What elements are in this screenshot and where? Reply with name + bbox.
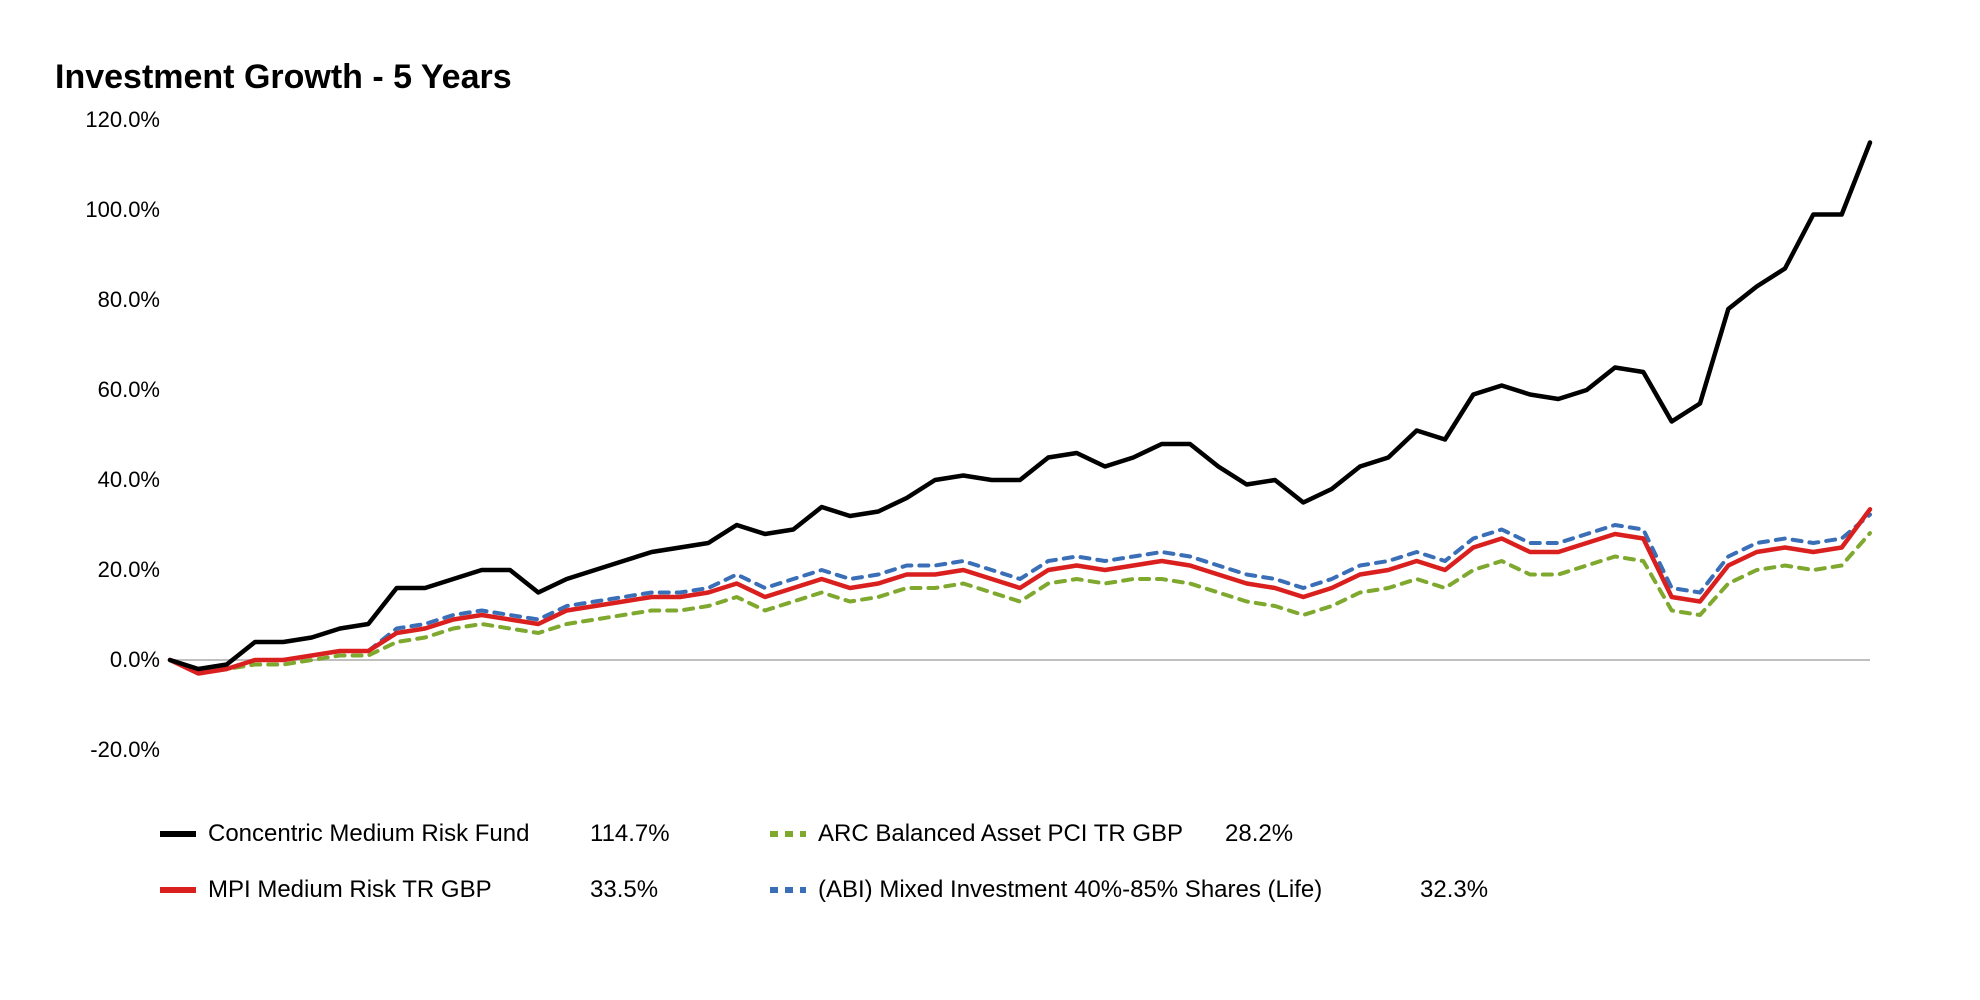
y-tick-label: 0.0%	[0, 647, 160, 673]
legend-swatch-arc	[770, 827, 806, 841]
legend-swatch-mpi	[160, 883, 196, 897]
y-tick-label: 20.0%	[0, 557, 160, 583]
legend-swatch-concentric	[160, 827, 196, 841]
series-line-mpi	[170, 509, 1870, 673]
chart-plot	[170, 120, 1870, 750]
legend-swatch-abi	[770, 883, 806, 897]
legend-value-mpi: 33.5%	[590, 876, 658, 904]
y-tick-label: -20.0%	[0, 737, 160, 763]
legend-label: Concentric Medium Risk Fund	[208, 820, 529, 848]
legend-item-mpi: MPI Medium Risk TR GBP	[160, 876, 492, 904]
y-tick-label: 80.0%	[0, 287, 160, 313]
chart-legend: Concentric Medium Risk Fund 114.7% MPI Med…	[0, 820, 1980, 980]
legend-value-abi: 32.3%	[1420, 876, 1488, 904]
legend-item-arc: ARC Balanced Asset PCI TR GBP	[770, 820, 1183, 848]
legend-label: ARC Balanced Asset PCI TR GBP	[818, 820, 1183, 848]
y-tick-label: 40.0%	[0, 467, 160, 493]
legend-value-concentric: 114.7%	[590, 820, 670, 848]
series-line-abi	[170, 515, 1870, 674]
legend-item-concentric: Concentric Medium Risk Fund	[160, 820, 529, 848]
legend-label: (ABI) Mixed Investment 40%-85% Shares (L…	[818, 876, 1322, 904]
chart-title: Investment Growth - 5 Years	[55, 58, 512, 97]
legend-item-abi: (ABI) Mixed Investment 40%-85% Shares (L…	[770, 876, 1322, 904]
legend-label: MPI Medium Risk TR GBP	[208, 876, 492, 904]
y-tick-label: 60.0%	[0, 377, 160, 403]
legend-value-arc: 28.2%	[1225, 820, 1293, 848]
y-tick-label: 120.0%	[0, 107, 160, 133]
series-line-arc	[170, 533, 1870, 673]
chart-container: Investment Growth - 5 Years -20.0% 0.0% 20…	[0, 0, 1980, 1000]
y-tick-label: 100.0%	[0, 197, 160, 223]
